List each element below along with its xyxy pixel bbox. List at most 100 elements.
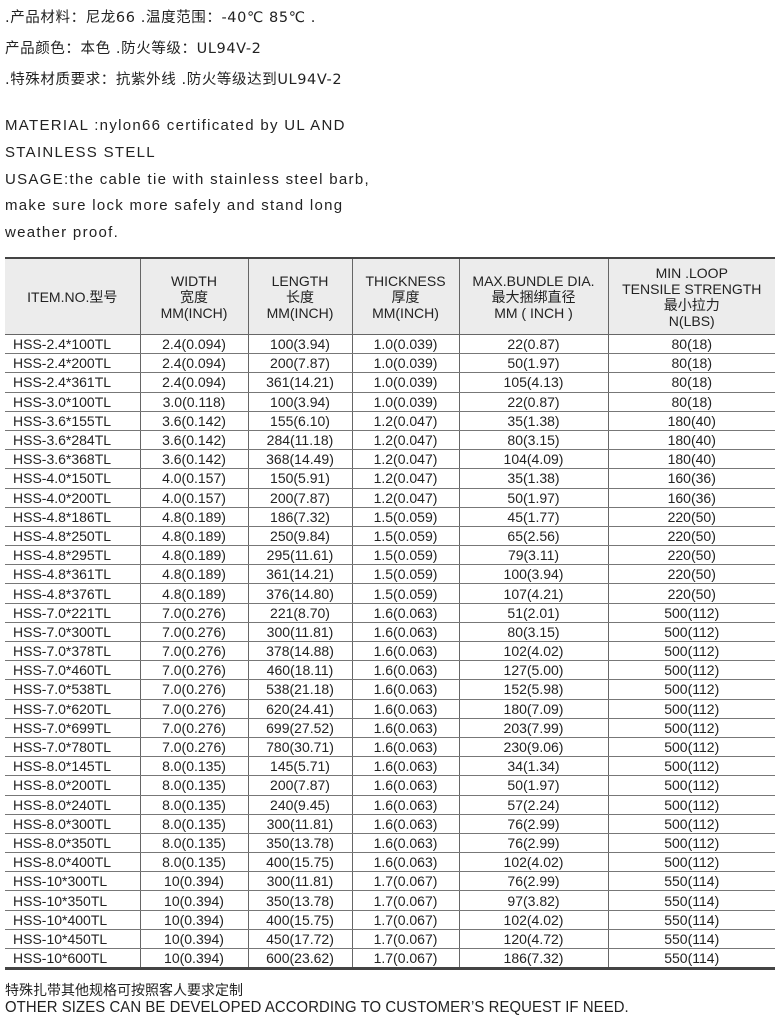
- table-cell: 3.6(0.142): [139, 430, 248, 451]
- table-cell: 1.5(0.059): [351, 583, 459, 604]
- table-cell: 1.6(0.063): [351, 603, 459, 623]
- table-cell: 35(1.38): [458, 411, 608, 431]
- table-row: HSS-10*400TL 10(0.394) 400(15.75) 1.7(0.067…: [5, 910, 775, 930]
- table-cell: 80(18): [607, 372, 775, 393]
- table-row: HSS-2.4*361TL 2.4(0.094) 361(14.21) 1.0(0.0…: [5, 372, 775, 393]
- table-cell: 186(7.32): [458, 948, 608, 971]
- table-cell: 80(3.15): [458, 430, 608, 451]
- table-cell: 400(15.75): [247, 852, 352, 873]
- table-cell: 230(9.06): [458, 737, 608, 758]
- table-cell: 186(7.32): [247, 507, 352, 527]
- table-cell: 10(0.394): [139, 929, 248, 950]
- table-cell: 1.7(0.067): [351, 948, 459, 971]
- table-cell: 180(40): [607, 430, 775, 451]
- table-cell: 220(50): [607, 564, 775, 585]
- table-cell: 203(7.99): [458, 718, 608, 738]
- column-header-line: ITEM.NO.型号: [27, 288, 118, 305]
- item-number-cell: HSS-2.4*361TL: [5, 372, 140, 393]
- table-row: HSS-10*450TL 10(0.394) 450(17.72) 1.7(0.067…: [5, 929, 775, 950]
- table-row: HSS-7.0*699TL 7.0(0.276) 699(27.52) 1.6(0.0…: [5, 718, 775, 738]
- item-number-cell: HSS-8.0*400TL: [5, 852, 140, 873]
- table-cell: 1.0(0.039): [351, 334, 459, 355]
- table-cell: 400(15.75): [247, 910, 352, 930]
- table-cell: 350(13.78): [247, 833, 352, 854]
- table-cell: 7.0(0.276): [139, 660, 248, 681]
- column-header-line: MM ( INCH ): [494, 304, 573, 321]
- table-row: HSS-2.4*200TL 2.4(0.094) 200(7.87) 1.0(0.03…: [5, 353, 775, 374]
- table-cell: 100(3.94): [247, 334, 352, 355]
- item-number-cell: HSS-10*300TL: [5, 871, 140, 892]
- table-row: HSS-4.8*250TL 4.8(0.189) 250(9.84) 1.5(0.05…: [5, 526, 775, 547]
- item-number-cell: HSS-4.8*250TL: [5, 526, 140, 547]
- table-cell: 10(0.394): [139, 890, 248, 911]
- table-cell: 3.0(0.118): [139, 392, 248, 412]
- item-number-cell: HSS-4.8*361TL: [5, 564, 140, 585]
- item-number-cell: HSS-3.6*368TL: [5, 449, 140, 470]
- table-cell: 8.0(0.135): [139, 833, 248, 854]
- table-cell: 160(36): [607, 488, 775, 508]
- table-cell: 107(4.21): [458, 583, 608, 604]
- intro-en-line-4: make sure lock more safely and stand lon…: [5, 197, 344, 214]
- table-cell: 500(112): [607, 756, 775, 777]
- table-cell: 10(0.394): [139, 910, 248, 930]
- table-cell: 50(1.97): [458, 353, 608, 374]
- table-cell: 80(18): [607, 334, 775, 355]
- table-row: HSS-8.0*200TL 8.0(0.135) 200(7.87) 1.6(0.06…: [5, 775, 775, 796]
- table-cell: 1.6(0.063): [351, 795, 459, 815]
- table-cell: 221(8.70): [247, 603, 352, 623]
- table-cell: 1.7(0.067): [351, 910, 459, 930]
- table-row: HSS-3.0*100TL 3.0(0.118) 100(3.94) 1.0(0.03…: [5, 392, 775, 412]
- spec-table: ITEM.NO.型号 WIDTH 宽度 MM(INCH) LENGTH 长度 MM(INCH…: [5, 257, 775, 971]
- column-header-line: MM(INCH): [160, 304, 228, 321]
- table-cell: 1.0(0.039): [351, 353, 459, 374]
- table-cell: 100(3.94): [458, 564, 608, 585]
- column-header: LENGTH 长度 MM(INCH): [247, 257, 352, 335]
- table-cell: 361(14.21): [247, 372, 352, 393]
- table-cell: 1.0(0.039): [351, 392, 459, 412]
- item-number-cell: HSS-4.0*200TL: [5, 488, 140, 508]
- table-cell: 1.2(0.047): [351, 430, 459, 451]
- item-number-cell: HSS-8.0*145TL: [5, 756, 140, 777]
- column-header-line: 宽度: [180, 288, 208, 305]
- table-cell: 350(13.78): [247, 890, 352, 911]
- intro-en-line-2: STAINLESS STELL: [5, 144, 156, 161]
- table-row: HSS-8.0*300TL 8.0(0.135) 300(11.81) 1.6(0.0…: [5, 814, 775, 834]
- item-number-cell: HSS-4.8*295TL: [5, 545, 140, 566]
- table-cell: 1.6(0.063): [351, 737, 459, 758]
- table-cell: 450(17.72): [247, 929, 352, 950]
- table-cell: 600(23.62): [247, 948, 352, 971]
- table-cell: 8.0(0.135): [139, 775, 248, 796]
- table-cell: 150(5.91): [247, 468, 352, 489]
- table-cell: 7.0(0.276): [139, 699, 248, 719]
- table-cell: 1.6(0.063): [351, 756, 459, 777]
- table-cell: 8.0(0.135): [139, 814, 248, 834]
- table-cell: 180(40): [607, 411, 775, 431]
- table-cell: 1.7(0.067): [351, 929, 459, 950]
- table-cell: 7.0(0.276): [139, 737, 248, 758]
- item-number-cell: HSS-8.0*300TL: [5, 814, 140, 834]
- table-row: HSS-8.0*400TL 8.0(0.135) 400(15.75) 1.6(0.0…: [5, 852, 775, 873]
- item-number-cell: HSS-8.0*240TL: [5, 795, 140, 815]
- item-number-cell: HSS-3.6*284TL: [5, 430, 140, 451]
- table-row: HSS-7.0*620TL 7.0(0.276) 620(24.41) 1.6(0.0…: [5, 699, 775, 719]
- table-cell: 1.6(0.063): [351, 699, 459, 719]
- table-cell: 1.6(0.063): [351, 775, 459, 796]
- table-cell: 538(21.18): [247, 679, 352, 700]
- item-number-cell: HSS-4.0*150TL: [5, 468, 140, 489]
- table-cell: 1.2(0.047): [351, 488, 459, 508]
- table-row: HSS-8.0*145TL 8.0(0.135) 145(5.71) 1.6(0.06…: [5, 756, 775, 777]
- table-cell: 8.0(0.135): [139, 852, 248, 873]
- column-header: THICKNESS 厚度 MM(INCH): [351, 257, 459, 335]
- table-cell: 76(2.99): [458, 833, 608, 854]
- table-cell: 300(11.81): [247, 814, 352, 834]
- column-header: ITEM.NO.型号: [5, 257, 140, 335]
- column-header-line: N(LBS): [668, 312, 715, 329]
- item-number-cell: HSS-7.0*378TL: [5, 641, 140, 662]
- table-cell: 500(112): [607, 833, 775, 854]
- table-cell: 4.8(0.189): [139, 545, 248, 566]
- table-cell: 2.4(0.094): [139, 353, 248, 374]
- table-cell: 550(114): [607, 929, 775, 950]
- table-cell: 220(50): [607, 526, 775, 547]
- table-cell: 76(2.99): [458, 871, 608, 892]
- table-row: HSS-7.0*300TL 7.0(0.276) 300(11.81) 1.6(0.0…: [5, 622, 775, 643]
